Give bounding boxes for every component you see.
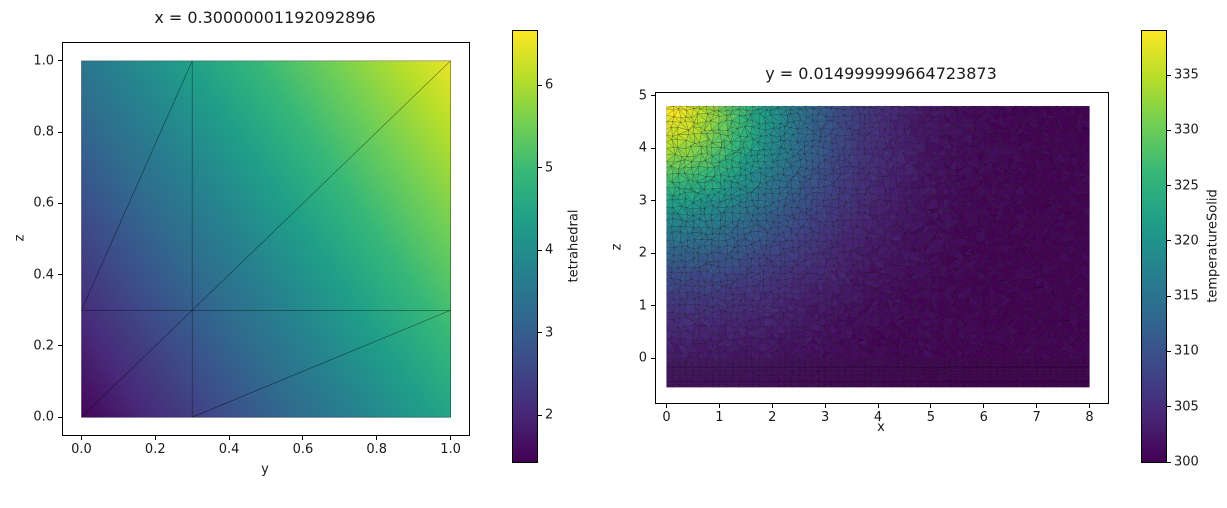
tick-label: 7 [1032, 410, 1041, 425]
tick-label: 310 [1174, 343, 1199, 359]
tick-mark [80, 436, 82, 440]
tick-label: 0.6 [292, 442, 314, 457]
tick-mark [1036, 404, 1038, 408]
tick-label: 5 [926, 410, 936, 425]
tick-mark [651, 147, 655, 149]
tick-mark [538, 249, 542, 251]
tick-label: 0.8 [366, 442, 388, 457]
tick-label: 0.2 [33, 338, 54, 354]
tick-mark [651, 305, 655, 307]
tick-mark [538, 167, 542, 169]
tick-label: 1 [638, 298, 647, 314]
tick-label: 325 [1174, 178, 1199, 194]
tick-label: 0.4 [33, 267, 54, 283]
tick-mark [718, 404, 720, 408]
trimesh-canvas [656, 93, 1108, 403]
tick-mark [58, 202, 62, 204]
tick-label: 3 [545, 325, 554, 341]
tick-label: 1.0 [440, 442, 461, 457]
tick-mark [302, 436, 304, 440]
colorbar-gradient [513, 31, 537, 462]
tick-label: 0.0 [33, 409, 54, 425]
tick-mark [877, 404, 879, 408]
tick-label: 0.6 [33, 195, 54, 211]
tick-label: 1 [715, 410, 724, 425]
tick-label: 2 [545, 407, 554, 423]
tick-label: 6 [979, 410, 988, 425]
tick-mark [1167, 74, 1171, 76]
plot-title: y = 0.014999999664723873 [765, 64, 997, 83]
tick-mark [983, 404, 985, 408]
colorbar-label: temperatureSolid [1205, 189, 1221, 303]
colorbar-gradient [1142, 31, 1166, 462]
x-axis-label: y [261, 462, 269, 477]
tick-mark [1167, 461, 1171, 463]
colorbar [1141, 30, 1167, 463]
tick-label: 6 [545, 77, 554, 93]
tick-mark [58, 131, 62, 133]
tick-mark [651, 95, 655, 97]
tick-mark [1088, 404, 1090, 408]
tick-label: 0.8 [33, 124, 54, 140]
tick-label: 300 [1174, 454, 1199, 470]
tick-mark [1167, 185, 1171, 187]
tick-label: 0.2 [144, 442, 166, 457]
tick-mark [376, 436, 378, 440]
tick-mark [58, 60, 62, 62]
heatmap-canvas [63, 43, 469, 435]
plot-title: x = 0.30000001192092896 [154, 8, 376, 27]
colorbar [512, 30, 538, 463]
tick-label: 0 [638, 350, 647, 366]
tick-mark [538, 332, 542, 334]
tick-mark [1167, 295, 1171, 297]
tick-label: 1.0 [33, 53, 54, 69]
tick-mark [154, 436, 156, 440]
tick-label: 5 [545, 160, 554, 176]
tick-label: 3 [638, 193, 647, 209]
tick-mark [228, 436, 230, 440]
x-axis-label: x [877, 420, 885, 435]
tick-mark [58, 274, 62, 276]
tick-label: 330 [1174, 122, 1199, 138]
tick-mark [538, 84, 542, 86]
tick-label: 0.4 [218, 442, 240, 457]
tick-label: 0 [662, 410, 671, 425]
tick-mark [651, 357, 655, 359]
tick-mark [1167, 406, 1171, 408]
tick-mark [666, 404, 668, 408]
tick-mark [58, 416, 62, 418]
plot-area [62, 42, 470, 436]
tick-mark [450, 436, 452, 440]
tick-label: 4 [873, 410, 883, 425]
tick-label: 320 [1174, 233, 1199, 249]
tick-mark [1167, 240, 1171, 242]
tick-mark [1167, 129, 1171, 131]
plot-area [655, 92, 1109, 404]
tick-mark [824, 404, 826, 408]
tick-mark [58, 345, 62, 347]
tick-label: 2 [768, 410, 777, 425]
tick-label: 305 [1174, 399, 1199, 415]
tick-label: 0.0 [71, 442, 92, 457]
tick-mark [538, 414, 542, 416]
tick-mark [771, 404, 773, 408]
tick-label: 315 [1174, 288, 1199, 304]
tick-label: 3 [821, 410, 830, 425]
y-axis-label: z [609, 243, 625, 251]
tick-mark [930, 404, 932, 408]
tick-mark [651, 200, 655, 202]
tick-mark [651, 252, 655, 254]
tick-label: 5 [638, 88, 647, 104]
tick-label: 4 [545, 242, 554, 258]
tick-label: 4 [638, 140, 647, 156]
tick-label: 2 [638, 245, 647, 261]
tick-label: 335 [1174, 67, 1199, 83]
tick-label: 8 [1085, 410, 1094, 425]
tick-mark [1167, 350, 1171, 352]
